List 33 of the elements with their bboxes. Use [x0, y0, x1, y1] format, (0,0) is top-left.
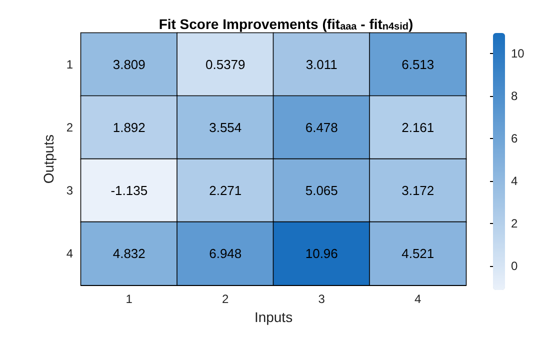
data-label: 4.521: [402, 246, 434, 262]
data-label: 3.011: [306, 57, 338, 72]
data-label: 6.948: [209, 246, 242, 262]
y-tick-label: 2: [66, 120, 74, 135]
color-bar-label: 0: [511, 258, 518, 273]
data-label: 0.5379: [205, 57, 246, 72]
y-tick-label: 4: [66, 246, 74, 261]
x-tick-label: 2: [222, 292, 230, 306]
data-label: -1.135: [110, 183, 148, 198]
x-tick-label: 4: [414, 292, 422, 306]
color-bar-label: 2: [511, 216, 518, 230]
color-bar-label: 10: [511, 46, 525, 60]
data-label: 6.513: [402, 57, 434, 72]
data-label: 6.478: [305, 120, 338, 136]
data-label: 2.271: [209, 183, 242, 198]
x-axis-title: Inputs: [254, 309, 293, 325]
color-bar-label: 4: [511, 174, 518, 188]
chart-title: Fit Score Improvements (fitaaa - fitn4sid): [158, 16, 414, 32]
x-tick-label: 3: [318, 292, 326, 306]
data-label: 5.065: [305, 183, 338, 198]
data-label: 4.832: [112, 246, 146, 262]
data-label: 1.892: [112, 120, 146, 136]
data-label: 2.161: [402, 120, 434, 136]
color-bar-label: 8: [511, 88, 518, 103]
data-label: 10.96: [305, 246, 338, 262]
y-axis-title: Outputs: [40, 134, 56, 184]
y-tick-label: 1: [66, 58, 74, 72]
x-tick-label: 1: [126, 292, 133, 306]
data-label: 3.172: [402, 183, 434, 198]
data-label: 3.554: [209, 120, 242, 136]
color-bar-label: 6: [511, 131, 518, 146]
data-label: 3.809: [112, 57, 146, 72]
y-tick-label: 3: [66, 184, 74, 198]
